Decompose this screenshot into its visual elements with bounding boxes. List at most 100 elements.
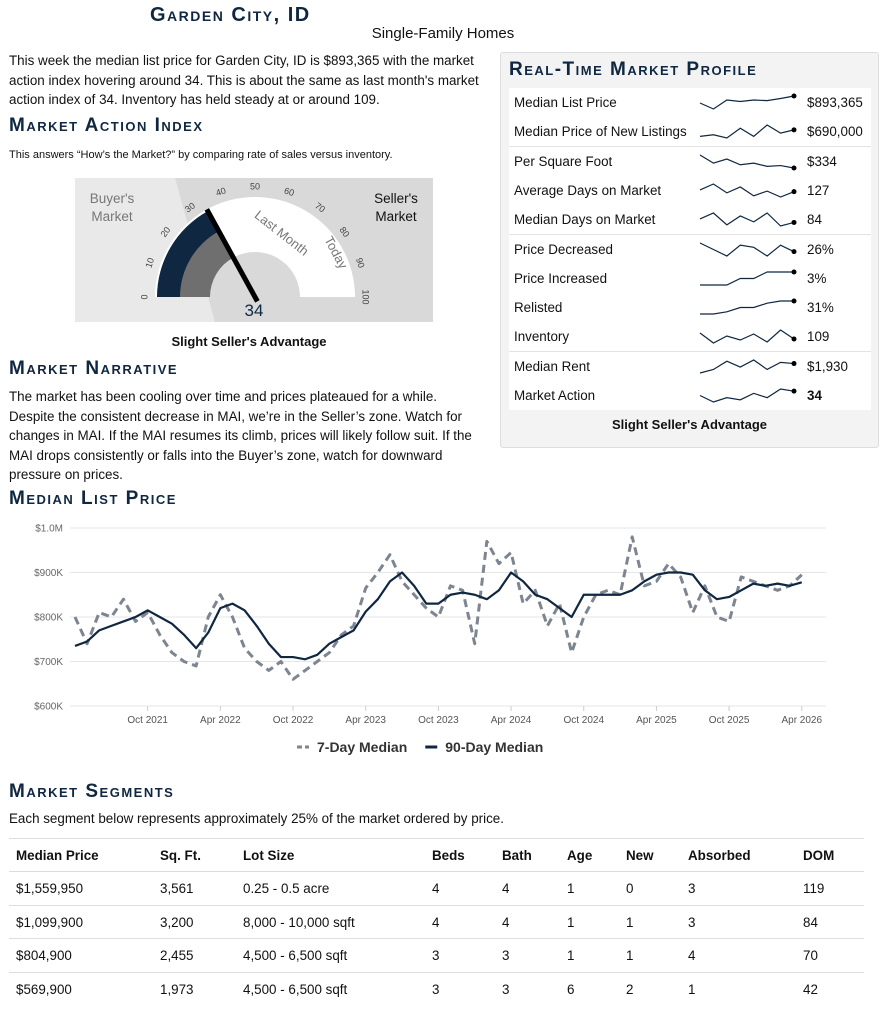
x-tick-label: Apr 2024 [491, 715, 532, 726]
table-cell: 1 [626, 948, 634, 963]
heading: Real-Time Market Profile [509, 59, 758, 80]
rule [9, 938, 864, 939]
column-header: Median Price [16, 848, 99, 863]
x-tick-label: Oct 2022 [273, 715, 314, 726]
sparkline-end [791, 248, 797, 254]
sparkline-end [791, 220, 797, 226]
table-cell: $1,559,950 [16, 881, 84, 896]
table-cell: 4 [502, 881, 510, 896]
subtitle: Single-Family Homes [371, 25, 515, 42]
profile-row: Median Price of New Listings $690,000 [509, 117, 871, 148]
row-label: Per Square Foot [514, 153, 613, 169]
heading: Market Segments [9, 781, 175, 802]
sparkline-line [699, 124, 795, 139]
row-label: Market Action [514, 388, 596, 403]
table-cell: $804,900 [16, 948, 72, 963]
x-tick-label: Apr 2022 [200, 715, 241, 726]
sparkline-end [791, 269, 797, 275]
row-value: 109 [807, 329, 830, 345]
gauge-tick-label: 80 [338, 225, 352, 239]
buyers-label: Buyer's Market [89, 191, 135, 224]
description: This answers “How’s the Market?” by comp… [9, 149, 393, 161]
table-cell: 3 [688, 914, 696, 930]
sparkline-end [791, 360, 797, 366]
row-value: 34 [807, 388, 822, 403]
table-cell: 119 [803, 881, 825, 896]
legend-label: 7-Day Median [317, 739, 407, 755]
row-value: $1,930 [807, 358, 848, 374]
table-cell: 84 [803, 914, 818, 930]
row-value: $334 [807, 153, 837, 169]
sparkline-line [700, 271, 794, 286]
profile-row: Median Rent $1,930 [509, 351, 871, 382]
series-line [74, 571, 803, 661]
x-tick-label: Oct 2025 [709, 715, 750, 726]
profile-row: Average Days on Market 127 [509, 175, 871, 206]
gauge-value: 34 [245, 301, 264, 320]
narrative: The market has been cooling over time an… [9, 389, 472, 482]
table-cell: 4 [502, 914, 510, 930]
table-cell: 42 [803, 981, 818, 997]
gauge-tick-label: 60 [283, 185, 296, 198]
column-header: New [626, 848, 654, 863]
sparkline-line [699, 212, 795, 227]
profile-row: Per Square Foot $334 [509, 146, 871, 177]
row-value: 3% [807, 270, 827, 286]
sparkline [699, 388, 797, 403]
row-value: 127 [807, 182, 830, 198]
row-label: Inventory [514, 329, 570, 345]
table-cell: 1 [567, 881, 575, 896]
sparkline-end [791, 298, 797, 304]
sellers-label: Seller's Market [374, 191, 418, 224]
profile-row: Median Days on Market 84 [509, 205, 871, 236]
y-tick-label: $900K [34, 568, 63, 579]
rule [9, 838, 864, 839]
sparkline-end [791, 189, 797, 195]
table-cell: 1 [626, 914, 634, 930]
column-header: Lot Size [243, 848, 295, 863]
sparkline-line [699, 95, 795, 110]
row-label: Price Decreased [514, 241, 613, 257]
y-tick-label: $600K [34, 702, 63, 713]
row-label: Median List Price [514, 95, 617, 110]
table-cell: 1,973 [160, 981, 194, 997]
gauge-tick-label: 40 [215, 185, 228, 198]
gauge-tick-label: 10 [143, 257, 156, 270]
gauge-tick-label: 30 [183, 201, 197, 215]
table-cell: 2 [626, 981, 634, 997]
profile-row: Inventory 109 [509, 322, 871, 353]
table-cell: 3,561 [160, 881, 194, 896]
sparkline-end [791, 127, 797, 133]
chart-title: Median List Price [9, 488, 177, 509]
y-tick-label: $700K [34, 657, 63, 668]
intro: This week the median list price for Gard… [9, 53, 479, 107]
sparkline [699, 183, 797, 198]
sparkline-line [699, 329, 795, 345]
column-header: Bath [502, 848, 532, 863]
table-cell: 2,455 [160, 948, 194, 963]
table-cell: 6 [567, 981, 575, 997]
table-cell: 3 [432, 981, 440, 997]
gauge-tick-label: 90 [354, 257, 367, 270]
sparkline [699, 358, 797, 374]
column-header: Sq. Ft. [160, 848, 201, 863]
x-tick-label: Oct 2024 [563, 715, 604, 726]
table-cell: 4,500 - 6,500 sqft [243, 981, 348, 997]
x-tick-label: Apr 2026 [781, 715, 822, 726]
table-cell: $569,900 [16, 981, 72, 997]
sparkline-line [699, 388, 795, 403]
gauge-tick-label: 0 [139, 294, 149, 299]
column-header: Age [567, 848, 593, 863]
heading: Market Action Index [9, 115, 204, 136]
table-cell: 70 [803, 948, 818, 963]
row-value: 31% [807, 300, 834, 316]
sparkline-line [699, 358, 795, 374]
sparkline [699, 329, 797, 345]
table-cell: 3 [432, 948, 440, 963]
x-tick-label: Oct 2021 [127, 715, 168, 726]
row-value: $893,365 [807, 95, 863, 110]
row-value: $690,000 [807, 124, 863, 140]
table-cell: 3 [502, 948, 510, 963]
